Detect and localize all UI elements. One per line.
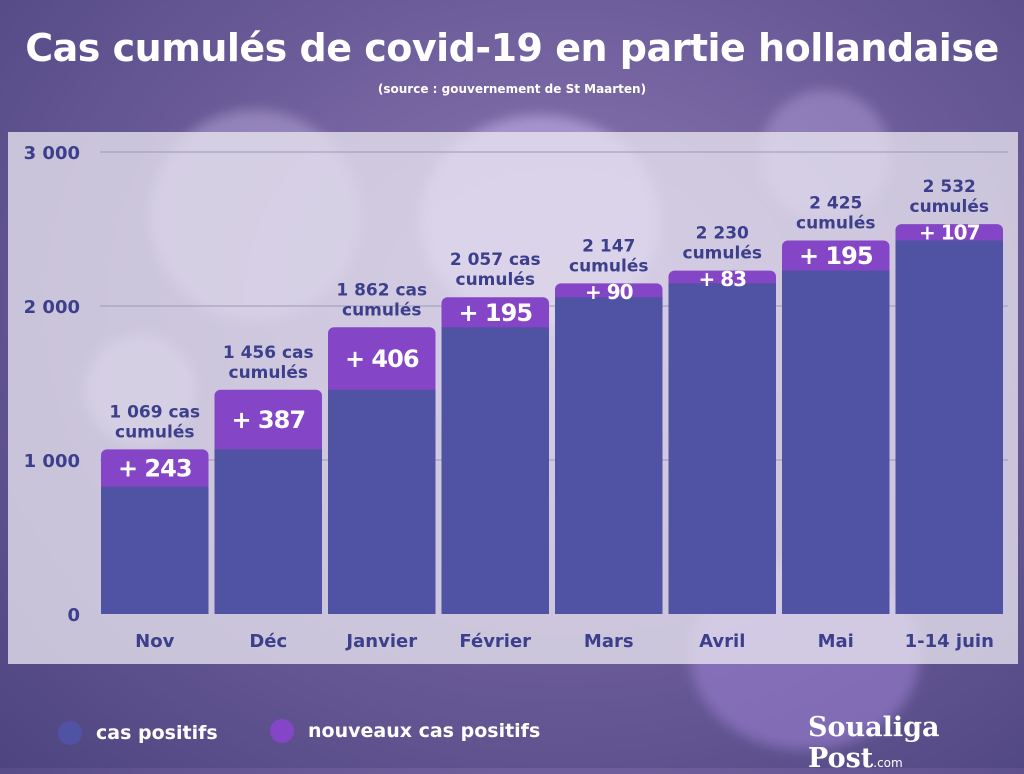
bar-base <box>555 297 663 614</box>
brand-logo: Soualiga Post.com <box>808 712 1024 774</box>
bar-increase <box>328 327 436 398</box>
total-label-line1: 1 069 cas <box>109 402 200 422</box>
bar-base <box>214 449 322 614</box>
brand-suffix: .com <box>873 756 903 770</box>
legend-item-base: cas positifs <box>58 718 218 748</box>
increase-label: + 243 <box>118 455 192 483</box>
bar-base <box>441 327 549 614</box>
total-label-line1: 2 532 <box>923 177 976 197</box>
y-tick-label: 1 000 <box>24 451 80 472</box>
bar-base <box>782 270 890 614</box>
x-tick-label: Mai <box>818 631 854 652</box>
total-label-line1: 2 147 <box>582 236 635 256</box>
bar-increase <box>214 389 322 458</box>
increase-label: + 107 <box>919 221 980 245</box>
x-tick-label: 1-14 juin <box>905 631 994 652</box>
increase-label: + 90 <box>585 280 633 304</box>
bar-base <box>101 486 209 614</box>
chart-title: Cas cumulés de covid-19 en partie hollan… <box>25 26 999 70</box>
total-label-line2: cumulés <box>910 197 989 217</box>
bar-base <box>895 240 1003 615</box>
increase-label: + 195 <box>799 242 873 270</box>
legend-label-increase: nouveaux cas positifs <box>308 720 541 742</box>
bar-base <box>328 389 436 614</box>
y-tick-label: 3 000 <box>24 143 80 164</box>
increase-label: + 195 <box>458 299 532 327</box>
chart-subtitle: (source : gouvernement de St Maarten) <box>377 82 647 96</box>
x-tick-label: Nov <box>135 631 174 652</box>
increase-label: + 387 <box>231 406 305 434</box>
total-label-line1: 2 230 <box>696 224 749 244</box>
total-label-line1: 1 862 cas <box>336 280 427 300</box>
total-label-line2: cumulés <box>115 422 194 442</box>
total-label-line1: 2 057 cas <box>450 250 541 270</box>
y-tick-label: 0 <box>67 605 80 626</box>
x-tick-label: Déc <box>249 631 287 652</box>
legend-swatch-base <box>58 721 82 745</box>
bar-increase <box>441 297 549 336</box>
increase-label: + 406 <box>345 345 419 373</box>
bar-increase <box>101 449 209 495</box>
legend-item-increase: nouveaux cas positifs <box>270 716 540 746</box>
increase-label: + 83 <box>698 267 746 291</box>
total-label-line1: 1 456 cas <box>223 343 314 363</box>
total-label-line2: cumulés <box>796 214 875 234</box>
total-label-line2: cumulés <box>683 244 762 264</box>
x-tick-label: Février <box>459 631 531 652</box>
total-label-line2: cumulés <box>229 363 308 383</box>
x-tick-label: Avril <box>699 631 745 652</box>
x-tick-label: Mars <box>584 631 634 652</box>
total-label-line2: cumulés <box>342 300 421 320</box>
bar-base <box>668 283 776 614</box>
total-label-line2: cumulés <box>569 256 648 276</box>
x-tick-label: Janvier <box>344 631 417 652</box>
y-tick-label: 2 000 <box>24 297 80 318</box>
legend-swatch-increase <box>270 719 294 743</box>
total-label-line2: cumulés <box>456 270 535 290</box>
legend-label-base: cas positifs <box>96 722 218 744</box>
total-label-line1: 2 425 <box>809 194 862 214</box>
bar-increase <box>782 240 890 279</box>
